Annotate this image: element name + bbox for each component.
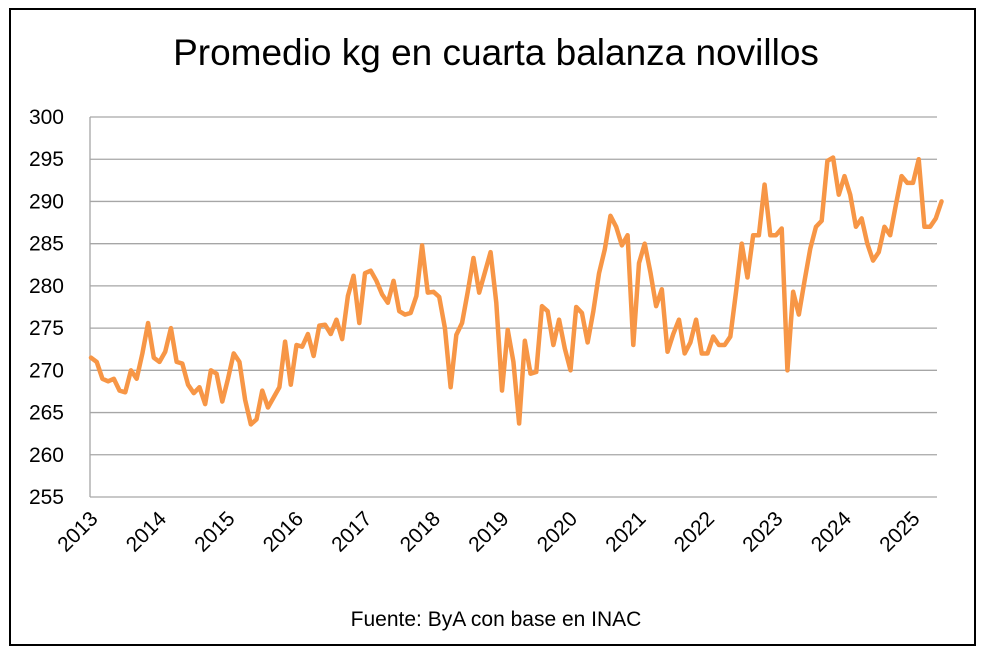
y-tick-label: 290 xyxy=(29,190,64,213)
chart-title: Promedio kg en cuarta balanza novillos xyxy=(173,32,819,73)
y-tick-label: 285 xyxy=(29,233,64,256)
x-tick-label: 2017 xyxy=(327,507,376,556)
y-tick-label: 265 xyxy=(29,402,64,425)
series-line xyxy=(88,155,944,427)
x-tick-label: 2020 xyxy=(533,507,582,556)
y-tick-label: 255 xyxy=(29,486,64,509)
x-tick-label: 2019 xyxy=(464,507,513,556)
x-tick-label: 2015 xyxy=(190,507,239,556)
x-tick-label: 2021 xyxy=(601,507,650,556)
x-tick-label: 2013 xyxy=(53,507,102,556)
y-tick-label: 295 xyxy=(29,148,64,171)
x-tick-label: 2014 xyxy=(122,507,172,557)
y-tick-label: 275 xyxy=(29,317,64,340)
y-tick-label: 300 xyxy=(29,106,64,129)
x-tick-label: 2016 xyxy=(259,507,308,556)
x-tick-label: 2022 xyxy=(670,507,719,556)
y-axis-ticks: 255 260 265 270 275 280 285 290 295 300 xyxy=(29,106,64,509)
x-tick-label: 2023 xyxy=(738,507,787,556)
source-note: Fuente: ByA con base en INAC xyxy=(350,608,642,631)
y-tick-label: 280 xyxy=(29,275,64,298)
x-tick-label: 2018 xyxy=(396,507,445,556)
x-tick-label: 2024 xyxy=(807,507,857,557)
x-axis-ticks: 2013 2014 2015 2016 2017 2018 2019 2020 2021 2022… xyxy=(53,507,924,557)
y-tick-label: 270 xyxy=(29,359,64,382)
gridlines xyxy=(89,116,937,498)
y-tick-label: 260 xyxy=(29,444,64,467)
x-tick-label: 2025 xyxy=(875,507,924,556)
plot-area xyxy=(88,155,944,427)
